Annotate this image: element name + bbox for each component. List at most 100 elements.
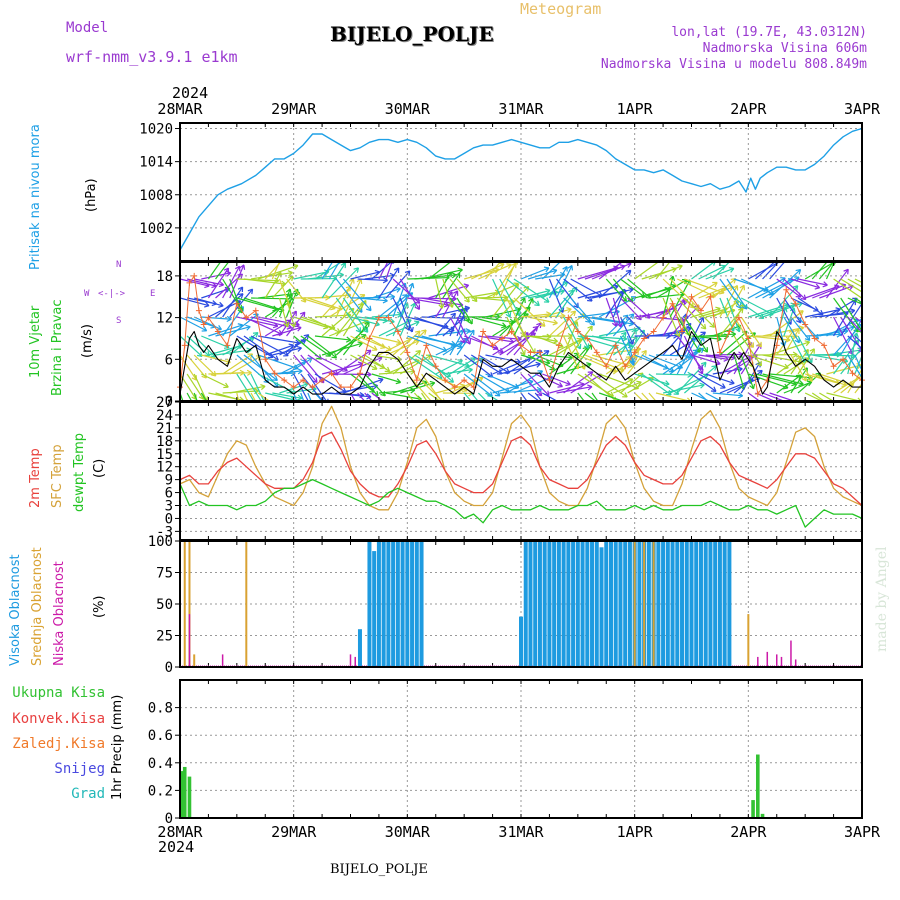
wind-arrow xyxy=(527,373,550,397)
gust-point xyxy=(375,314,382,321)
wind-arrow xyxy=(193,354,217,377)
wind-arrow-head xyxy=(864,371,869,375)
wind-arrow-head xyxy=(452,290,459,296)
wind-arrow-head xyxy=(837,246,842,251)
wind-arrow xyxy=(563,297,591,323)
wind-arrow-head xyxy=(247,288,254,295)
cloud-high-bar xyxy=(656,541,661,667)
wind-arrow xyxy=(421,373,443,401)
wind-arrow-head xyxy=(265,407,270,412)
wind-arrow xyxy=(740,362,761,394)
wind-arrow-head xyxy=(881,360,886,365)
wind-arrow xyxy=(300,354,325,384)
wind-arrow xyxy=(357,373,379,397)
wind-arrow xyxy=(186,316,216,328)
gust-point xyxy=(792,300,799,307)
wind-arrow xyxy=(747,392,761,401)
wind-arrow xyxy=(712,325,742,337)
wind-arrow xyxy=(847,316,862,334)
wind-arrow-head xyxy=(833,262,837,266)
gust-point xyxy=(181,342,188,349)
wind-arrow-head xyxy=(501,322,507,329)
wind-arrow xyxy=(414,354,451,378)
cloud-high-bar xyxy=(571,541,576,667)
wind-arrow xyxy=(186,373,204,400)
gust-point xyxy=(764,377,771,384)
wind-arrow-head xyxy=(570,310,577,317)
wind-arrow xyxy=(371,288,401,299)
wind-arrow xyxy=(286,334,310,356)
wind-arrow-head xyxy=(560,312,566,320)
wind-arrow xyxy=(321,362,363,375)
wind-arrow xyxy=(180,297,210,307)
wind-arrow xyxy=(591,335,633,347)
wind-arrow xyxy=(442,272,461,299)
wind-arrow xyxy=(669,297,690,336)
precip-bar xyxy=(182,766,187,818)
wind-arrow xyxy=(392,350,421,375)
wind-arrow xyxy=(413,392,423,401)
wind-arrow xyxy=(676,297,707,330)
wind-arrow-head xyxy=(843,268,849,275)
cloud-high-bar xyxy=(405,541,410,667)
wind-arrow xyxy=(619,316,634,345)
wind-arrow-head xyxy=(454,272,461,279)
x-axis-top: 28MAR 29MAR 30MAR 31MAR 1APR 2APR 3APR xyxy=(157,100,881,118)
wind-arrow xyxy=(392,302,409,337)
wind-arrow xyxy=(463,354,494,378)
gust-point xyxy=(660,314,667,321)
wind-arrow-head xyxy=(499,414,504,419)
wind-arrow xyxy=(620,372,644,394)
gust-point xyxy=(830,363,837,370)
wind-arrow xyxy=(662,276,674,318)
wind-arrow xyxy=(442,368,473,375)
wind-arrow-head xyxy=(868,367,873,372)
wind-arrow-field xyxy=(180,246,886,421)
wind-arrow xyxy=(357,278,388,282)
wind-arrow xyxy=(328,267,359,299)
wind-arrow xyxy=(712,392,743,397)
panel-frame xyxy=(179,540,863,668)
wind-arrow xyxy=(257,392,271,401)
wind-arrow xyxy=(719,330,748,356)
gust-point xyxy=(726,328,733,335)
cloud-low-bar xyxy=(354,656,356,667)
wind-arrow xyxy=(719,278,742,309)
gust-point xyxy=(802,321,809,328)
wind-arrow xyxy=(527,354,555,370)
gust-point xyxy=(432,363,439,370)
wind-arrow xyxy=(548,289,574,318)
wind-arrow xyxy=(321,262,346,299)
wind-arrow xyxy=(478,316,515,323)
wind-arrow-head xyxy=(201,416,206,421)
wind-arrow xyxy=(513,297,546,327)
wind-arrow xyxy=(627,377,654,394)
wind-arrow-head xyxy=(807,376,813,383)
wind-arrow xyxy=(570,325,593,356)
wind-arrow-head xyxy=(408,282,415,289)
wind-arrow xyxy=(229,264,245,299)
wind-arrow xyxy=(407,335,447,352)
gust-point xyxy=(536,349,543,356)
cloud-high-bar xyxy=(367,541,372,667)
wind-arrow xyxy=(733,297,765,319)
cloud-low-bar xyxy=(794,659,797,667)
wind-arrow xyxy=(385,340,420,356)
wind-arrow-head xyxy=(407,326,414,333)
wind-arrow xyxy=(208,324,243,337)
wind-arrow xyxy=(548,278,564,313)
wind-arrow xyxy=(236,392,240,401)
wind-arrow xyxy=(520,289,551,299)
wind-compass: N W <-|-> E S xyxy=(84,258,158,328)
cloud-high-bar xyxy=(613,541,618,667)
wind-arrow-head xyxy=(716,408,721,413)
wind-arrow xyxy=(492,380,534,394)
wind-arrow-head xyxy=(223,382,229,389)
cloud-high-bar xyxy=(414,541,419,667)
wind-arrow xyxy=(691,281,718,299)
wind-arrow-head xyxy=(283,321,290,328)
wind-arrow xyxy=(257,354,299,370)
gust-point xyxy=(603,363,610,370)
wind-arrow-head xyxy=(285,288,292,295)
wind-arrow xyxy=(435,384,465,394)
